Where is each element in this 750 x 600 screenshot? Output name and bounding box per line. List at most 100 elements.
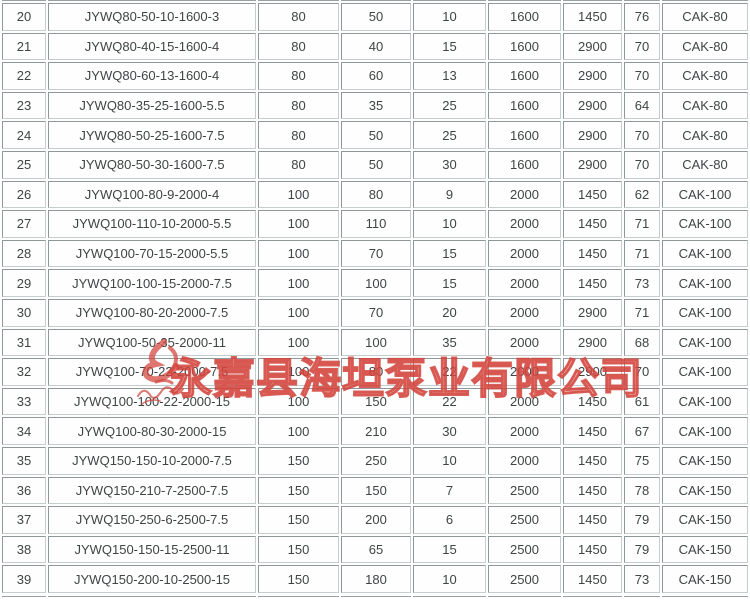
value-cell: 2000: [488, 358, 561, 386]
value-cell: 78: [624, 476, 660, 505]
model-cell: JYWQ80-60-13-1600-4: [48, 62, 256, 90]
value-cell: 76: [624, 3, 660, 31]
value-cell: 1600: [488, 91, 561, 120]
value-cell: 61: [624, 387, 660, 416]
value-cell: 2000: [488, 269, 561, 297]
value-cell: 2900: [563, 358, 622, 386]
row-number-cell: 32: [2, 358, 46, 386]
table-row: 24 JYWQ80-50-25-1600-7.5 80 50 25 1600 2900 70 C…: [2, 121, 748, 149]
model-cell: JYWQ100-100-15-2000-7.5: [48, 269, 256, 297]
value-cell: 2500: [488, 476, 561, 505]
border-segment: [413, 0, 486, 2]
table-row: 35 JYWQ150-150-10-2000-7.5 150 250 10 2000 145…: [2, 446, 748, 475]
row-number-cell: 33: [2, 387, 46, 416]
row-number-cell: 31: [2, 328, 46, 357]
model-cell: JYWQ100-100-22-2000-15: [48, 387, 256, 416]
value-cell: 250: [341, 446, 411, 475]
model-cell: JYWQ150-150-10-2000-7.5: [48, 446, 256, 475]
model-cell: JYWQ100-80-30-2000-15: [48, 417, 256, 445]
value-cell: CAK-80: [662, 62, 748, 90]
value-cell: 10: [413, 210, 486, 238]
border-segment: [624, 596, 660, 598]
value-cell: 2000: [488, 239, 561, 268]
value-cell: 71: [624, 239, 660, 268]
value-cell: 1450: [563, 476, 622, 505]
value-cell: 100: [258, 298, 339, 327]
model-cell: JYWQ100-70-22-2000-7.5: [48, 358, 256, 386]
model-cell: JYWQ150-210-7-2500-7.5: [48, 476, 256, 505]
value-cell: 210: [341, 417, 411, 445]
value-cell: CAK-100: [662, 358, 748, 386]
value-cell: 70: [624, 62, 660, 90]
table-row: 26 JYWQ100-80-9-2000-4 100 80 9 2000 1450 62 CAK…: [2, 180, 748, 209]
value-cell: 22: [413, 387, 486, 416]
value-cell: CAK-150: [662, 565, 748, 593]
model-cell: JYWQ150-250-6-2500-7.5: [48, 506, 256, 534]
value-cell: 100: [258, 417, 339, 445]
value-cell: CAK-100: [662, 387, 748, 416]
value-cell: 150: [258, 565, 339, 593]
cropped-row-border-bottom: [0, 596, 750, 598]
value-cell: 100: [258, 328, 339, 357]
model-cell: JYWQ80-50-25-1600-7.5: [48, 121, 256, 149]
value-cell: CAK-80: [662, 121, 748, 149]
value-cell: 1450: [563, 446, 622, 475]
value-cell: 1600: [488, 62, 561, 90]
border-segment: [488, 596, 561, 598]
value-cell: 1450: [563, 565, 622, 593]
table-row: 23 JYWQ80-35-25-1600-5.5 80 35 25 1600 2900 64 C…: [2, 91, 748, 120]
model-cell: JYWQ150-200-10-2500-15: [48, 565, 256, 593]
value-cell: CAK-100: [662, 328, 748, 357]
value-cell: 64: [624, 91, 660, 120]
value-cell: 75: [624, 446, 660, 475]
value-cell: 80: [258, 91, 339, 120]
value-cell: 100: [341, 328, 411, 357]
cropped-row-border-top: [0, 0, 750, 2]
table-row: 28 JYWQ100-70-15-2000-5.5 100 70 15 2000 1450 7…: [2, 239, 748, 268]
value-cell: 1450: [563, 506, 622, 534]
value-cell: 70: [624, 358, 660, 386]
row-number-cell: 25: [2, 150, 46, 179]
value-cell: 50: [341, 3, 411, 31]
value-cell: 2000: [488, 446, 561, 475]
value-cell: 10: [413, 3, 486, 31]
row-number-cell: 20: [2, 3, 46, 31]
value-cell: 1600: [488, 3, 561, 31]
border-segment: [624, 0, 660, 2]
value-cell: 1450: [563, 210, 622, 238]
value-cell: 150: [258, 506, 339, 534]
value-cell: 150: [341, 387, 411, 416]
value-cell: 10: [413, 446, 486, 475]
value-cell: 79: [624, 535, 660, 564]
table-row: 27 JYWQ100-110-10-2000-5.5 100 110 10 2000 145…: [2, 210, 748, 238]
value-cell: 1450: [563, 387, 622, 416]
value-cell: CAK-150: [662, 535, 748, 564]
value-cell: 35: [341, 91, 411, 120]
value-cell: 79: [624, 506, 660, 534]
model-cell: JYWQ80-50-30-1600-7.5: [48, 150, 256, 179]
value-cell: 6: [413, 506, 486, 534]
value-cell: 30: [413, 150, 486, 179]
row-number-cell: 37: [2, 506, 46, 534]
value-cell: 70: [341, 239, 411, 268]
value-cell: 100: [341, 269, 411, 297]
value-cell: 1450: [563, 535, 622, 564]
value-cell: CAK-80: [662, 91, 748, 120]
value-cell: CAK-100: [662, 417, 748, 445]
value-cell: CAK-100: [662, 269, 748, 297]
border-segment: [2, 596, 46, 598]
row-number-cell: 21: [2, 32, 46, 61]
row-number-cell: 29: [2, 269, 46, 297]
model-cell: JYWQ100-80-20-2000-7.5: [48, 298, 256, 327]
value-cell: 1450: [563, 3, 622, 31]
value-cell: 60: [341, 62, 411, 90]
value-cell: 2500: [488, 565, 561, 593]
model-cell: JYWQ100-50-35-2000-11: [48, 328, 256, 357]
value-cell: 2900: [563, 298, 622, 327]
value-cell: 25: [413, 121, 486, 149]
table-row: 39 JYWQ150-200-10-2500-15 150 180 10 2500 1450…: [2, 565, 748, 593]
value-cell: 2900: [563, 328, 622, 357]
table-row: 38 JYWQ150-150-15-2500-11 150 65 15 2500 1450 7…: [2, 535, 748, 564]
